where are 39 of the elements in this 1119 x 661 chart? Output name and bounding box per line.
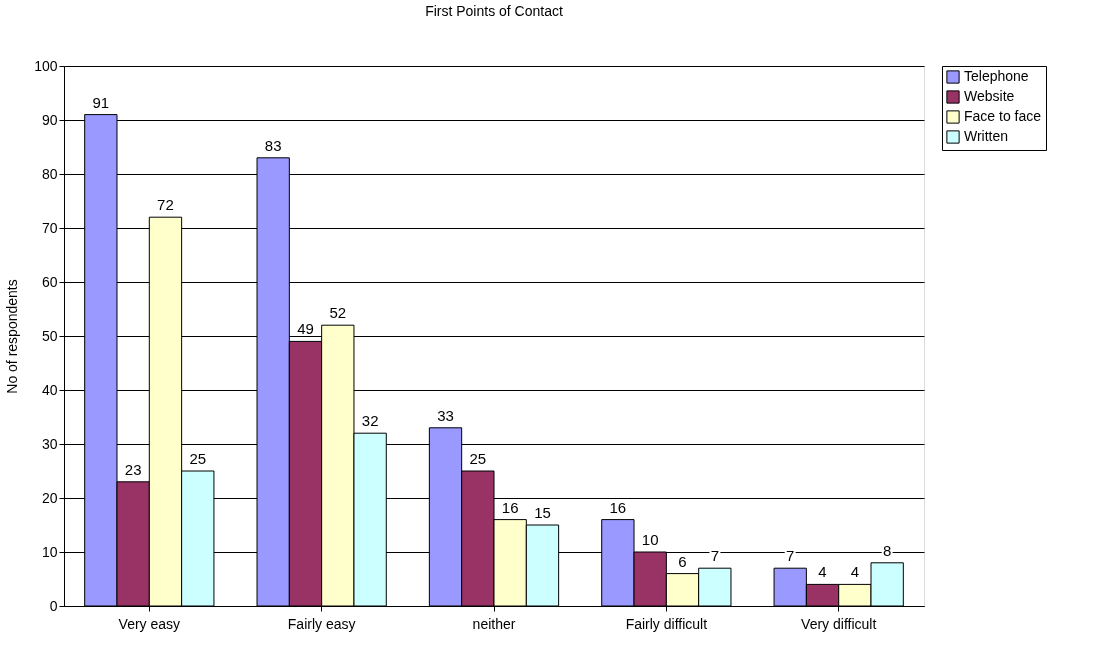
data-label: 6 <box>678 552 687 570</box>
data-label: 49 <box>297 320 314 338</box>
data-label: 25 <box>469 450 487 467</box>
y-tick-label: 50 <box>41 327 58 344</box>
data-label: 33 <box>437 406 454 424</box>
legend-label: Website <box>964 88 1015 104</box>
data-label: 4 <box>818 563 827 581</box>
chart-title: First Points of Contact <box>425 3 563 19</box>
x-tick-label: neither <box>472 615 516 632</box>
data-label: 23 <box>124 460 142 478</box>
data-label: 91 <box>92 93 110 111</box>
x-tick-label: Fairly easy <box>287 615 356 632</box>
data-label: 72 <box>157 196 174 214</box>
data-label: 83 <box>264 136 282 154</box>
y-tick-label: 60 <box>41 273 58 290</box>
y-tick-label: 70 <box>41 219 58 236</box>
y-tick-label: 100 <box>34 57 58 74</box>
y-tick-label: 0 <box>49 597 58 614</box>
y-axis-title: No of respondents <box>4 279 21 394</box>
legend-label: Face to face <box>964 108 1042 124</box>
x-tick-label: Fairly difficult <box>625 615 708 632</box>
legend-label: Telephone <box>964 68 1029 84</box>
y-tick-label: 10 <box>41 543 58 560</box>
y-tick-label: 90 <box>41 111 58 128</box>
data-label: 16 <box>609 498 627 516</box>
data-label: 4 <box>850 563 860 581</box>
data-label: 25 <box>189 450 207 467</box>
y-tick-label: 20 <box>41 489 58 506</box>
x-tick-label: Very difficult <box>801 615 877 632</box>
data-label: 10 <box>641 531 659 548</box>
y-tick-label: 40 <box>41 381 58 398</box>
y-tick-label: 80 <box>41 165 58 182</box>
data-label: 32 <box>361 412 379 430</box>
data-label: 16 <box>501 498 519 516</box>
y-tick-label: 30 <box>41 435 58 452</box>
data-label: 52 <box>329 304 347 322</box>
legend-label: Written <box>964 128 1009 144</box>
x-tick-label: Very easy <box>118 615 181 632</box>
data-label: 15 <box>534 504 551 521</box>
